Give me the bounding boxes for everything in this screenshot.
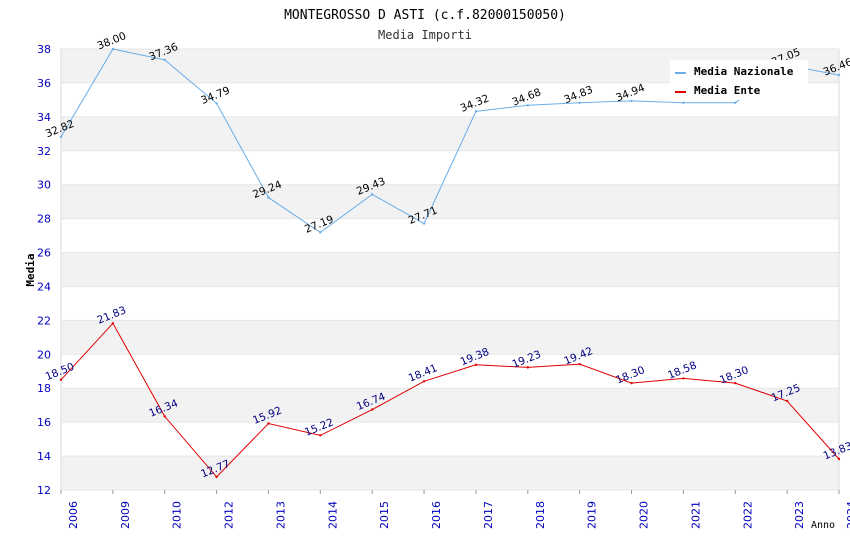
x-tick-label: 2021 xyxy=(689,501,702,529)
data-point xyxy=(630,99,633,103)
y-tick-label: 20 xyxy=(37,348,51,361)
data-point xyxy=(319,434,322,437)
data-point xyxy=(785,399,789,403)
series-layer xyxy=(59,47,841,479)
legend-box xyxy=(670,60,808,100)
x-tick-label: 2006 xyxy=(67,501,80,529)
data-point xyxy=(422,222,426,225)
y-tick-label: 38 xyxy=(37,43,51,56)
x-tick-label: 2019 xyxy=(586,501,599,529)
x-tick-label: 2016 xyxy=(430,501,443,529)
y-axis-ticks: 12 14 16 18 20 22 24 26 28 30 32 34 36 38 xyxy=(37,43,51,497)
grid-band xyxy=(61,388,839,423)
legend-label-media-ente: Media Ente xyxy=(694,84,761,97)
x-tick-label: 2015 xyxy=(378,501,391,529)
y-tick-label: 18 xyxy=(37,382,51,395)
grid-band xyxy=(61,354,839,389)
data-point xyxy=(526,104,529,107)
x-axis-label: Anno xyxy=(811,520,835,531)
x-tick-label: 2023 xyxy=(793,501,806,529)
x-tick-label: 2009 xyxy=(119,501,132,529)
data-point xyxy=(163,415,166,418)
data-point xyxy=(215,102,218,105)
x-tick-label: 2020 xyxy=(638,501,651,529)
grid-band xyxy=(61,286,839,321)
legend-label-media-nazionale: Media Nazionale xyxy=(694,65,794,78)
y-tick-label: 30 xyxy=(37,179,51,192)
chart-title: MONTEGROSSO D ASTI (c.f.82000150050) xyxy=(284,8,566,23)
y-tick-label: 28 xyxy=(37,213,51,226)
data-point xyxy=(734,101,737,104)
data-point xyxy=(474,110,478,113)
grid-band xyxy=(61,320,839,355)
x-tick-label: 2022 xyxy=(741,501,754,529)
data-point xyxy=(371,408,374,411)
data-point xyxy=(578,362,581,366)
y-tick-label: 32 xyxy=(37,145,51,158)
grid-band xyxy=(61,116,839,151)
grid-band xyxy=(61,252,839,287)
data-point xyxy=(682,377,685,380)
data-point xyxy=(267,196,270,199)
x-tick-label: 2013 xyxy=(274,501,287,529)
grid-band xyxy=(61,218,839,253)
data-point xyxy=(163,58,166,62)
data-point xyxy=(682,101,685,104)
x-tick-label: 2024 xyxy=(845,501,850,529)
data-point xyxy=(267,422,270,425)
y-tick-label: 22 xyxy=(37,314,51,327)
data-point xyxy=(526,366,529,369)
y-tick-label: 24 xyxy=(37,280,51,293)
grid-band xyxy=(61,456,839,490)
series-line-media-nazionale xyxy=(60,48,840,234)
y-tick-label: 12 xyxy=(37,484,51,497)
y-axis-label: Media xyxy=(24,253,37,286)
data-point xyxy=(59,135,63,139)
data-point xyxy=(630,381,633,385)
y-tick-label: 36 xyxy=(37,77,51,90)
series-line-media-ente xyxy=(60,322,840,478)
grid-lines xyxy=(60,48,840,494)
x-tick-label: 2014 xyxy=(326,501,339,529)
data-point xyxy=(111,47,115,51)
x-axis-ticks: 2006 2009 2010 2012 2013 2014 2015 2016 2017 2018… xyxy=(67,501,850,529)
x-tick-label: 2017 xyxy=(482,501,495,529)
chart-subtitle: Media Importi xyxy=(378,28,472,42)
data-point xyxy=(837,73,841,77)
data-point xyxy=(319,231,322,234)
x-tick-label: 2018 xyxy=(534,501,547,529)
x-tick-label: 2012 xyxy=(223,501,236,529)
data-point xyxy=(734,381,737,385)
x-tick-label: 2010 xyxy=(171,501,184,529)
data-point xyxy=(474,363,478,367)
plot-background-bands xyxy=(61,49,839,490)
data-point xyxy=(111,322,115,325)
y-tick-label: 16 xyxy=(37,416,51,429)
grid-band xyxy=(61,422,839,457)
data-point xyxy=(578,101,581,104)
y-tick-label: 14 xyxy=(37,450,51,463)
y-tick-label: 26 xyxy=(37,247,51,260)
legend: Media Nazionale Media Ente xyxy=(670,60,808,100)
data-point xyxy=(371,193,374,196)
data-point xyxy=(422,380,426,383)
data-point xyxy=(59,378,63,381)
grid-band xyxy=(61,184,839,219)
data-point xyxy=(215,475,218,479)
y-tick-label: 34 xyxy=(37,111,51,124)
data-point xyxy=(837,457,841,461)
